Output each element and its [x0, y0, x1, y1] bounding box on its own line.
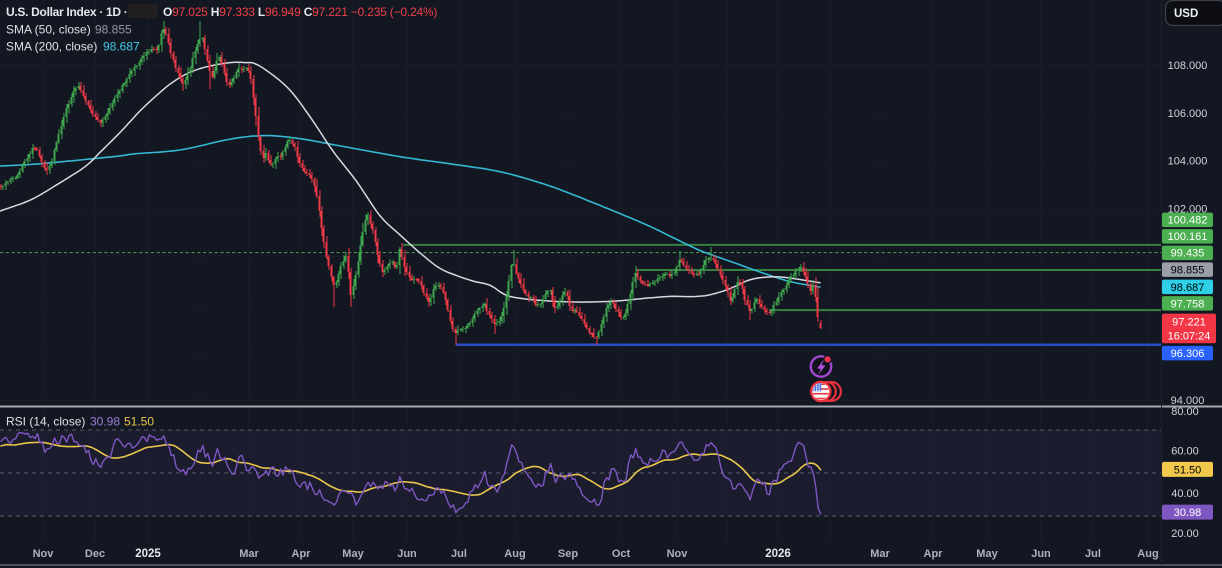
svg-text:97.758: 97.758	[1171, 298, 1205, 310]
svg-text:Apr: Apr	[924, 548, 944, 560]
svg-text:99.435: 99.435	[1171, 248, 1205, 260]
svg-text:May: May	[342, 548, 364, 560]
svg-text:100.482: 100.482	[1168, 215, 1208, 227]
svg-text:O97.025 H97.333 L96.949 C97: O97.025 H97.333 L96.949 C97.221 −0.235 (…	[163, 5, 437, 19]
svg-text:108.000: 108.000	[1168, 60, 1208, 72]
svg-text:98.855: 98.855	[1171, 265, 1205, 277]
svg-text:20.00: 20.00	[1171, 528, 1199, 540]
svg-text:51.50: 51.50	[1174, 464, 1202, 476]
svg-text:Aug: Aug	[504, 548, 525, 560]
svg-text:Jun: Jun	[397, 548, 417, 560]
svg-text:Apr: Apr	[292, 548, 312, 560]
svg-text:Mar: Mar	[239, 548, 259, 560]
svg-text:SMA (50, close)98.855: SMA (50, close) 98.855	[6, 23, 132, 37]
svg-text:94.000: 94.000	[1171, 395, 1205, 407]
svg-text:Sep: Sep	[558, 548, 578, 560]
svg-text:U.S. Dollar Index · 1D ·: U.S. Dollar Index · 1D ·	[6, 5, 128, 19]
svg-text:96.306: 96.306	[1171, 348, 1205, 360]
svg-text:16:07:24: 16:07:24	[1168, 330, 1211, 342]
svg-text:40.00: 40.00	[1171, 488, 1199, 500]
svg-text:100.161: 100.161	[1168, 231, 1208, 243]
svg-text:Dec: Dec	[85, 548, 105, 560]
svg-text:104.000: 104.000	[1168, 156, 1208, 168]
svg-text:80.00: 80.00	[1171, 406, 1199, 418]
svg-text:Nov: Nov	[667, 548, 689, 560]
svg-text:Aug: Aug	[1137, 548, 1158, 560]
svg-text:Oct: Oct	[612, 548, 631, 560]
svg-text:2025: 2025	[135, 548, 161, 560]
svg-text:Mar: Mar	[870, 548, 890, 560]
svg-text:May: May	[976, 548, 998, 560]
svg-text:98.687: 98.687	[1171, 282, 1205, 294]
svg-text:97.221: 97.221	[1172, 316, 1206, 328]
svg-text:Jul: Jul	[1085, 548, 1101, 560]
svg-text:Jun: Jun	[1031, 548, 1051, 560]
svg-text:SMA (200, close)98.687: SMA (200, close) 98.687	[6, 40, 140, 54]
svg-text:Nov: Nov	[33, 548, 55, 560]
svg-text:106.000: 106.000	[1168, 108, 1208, 120]
svg-text:60.00: 60.00	[1171, 445, 1199, 457]
svg-text:102.000: 102.000	[1168, 204, 1208, 216]
svg-text:USD: USD	[1174, 8, 1198, 20]
svg-text:30.98: 30.98	[1174, 507, 1202, 519]
svg-text:2026: 2026	[765, 548, 791, 560]
svg-text:Jul: Jul	[451, 548, 467, 560]
